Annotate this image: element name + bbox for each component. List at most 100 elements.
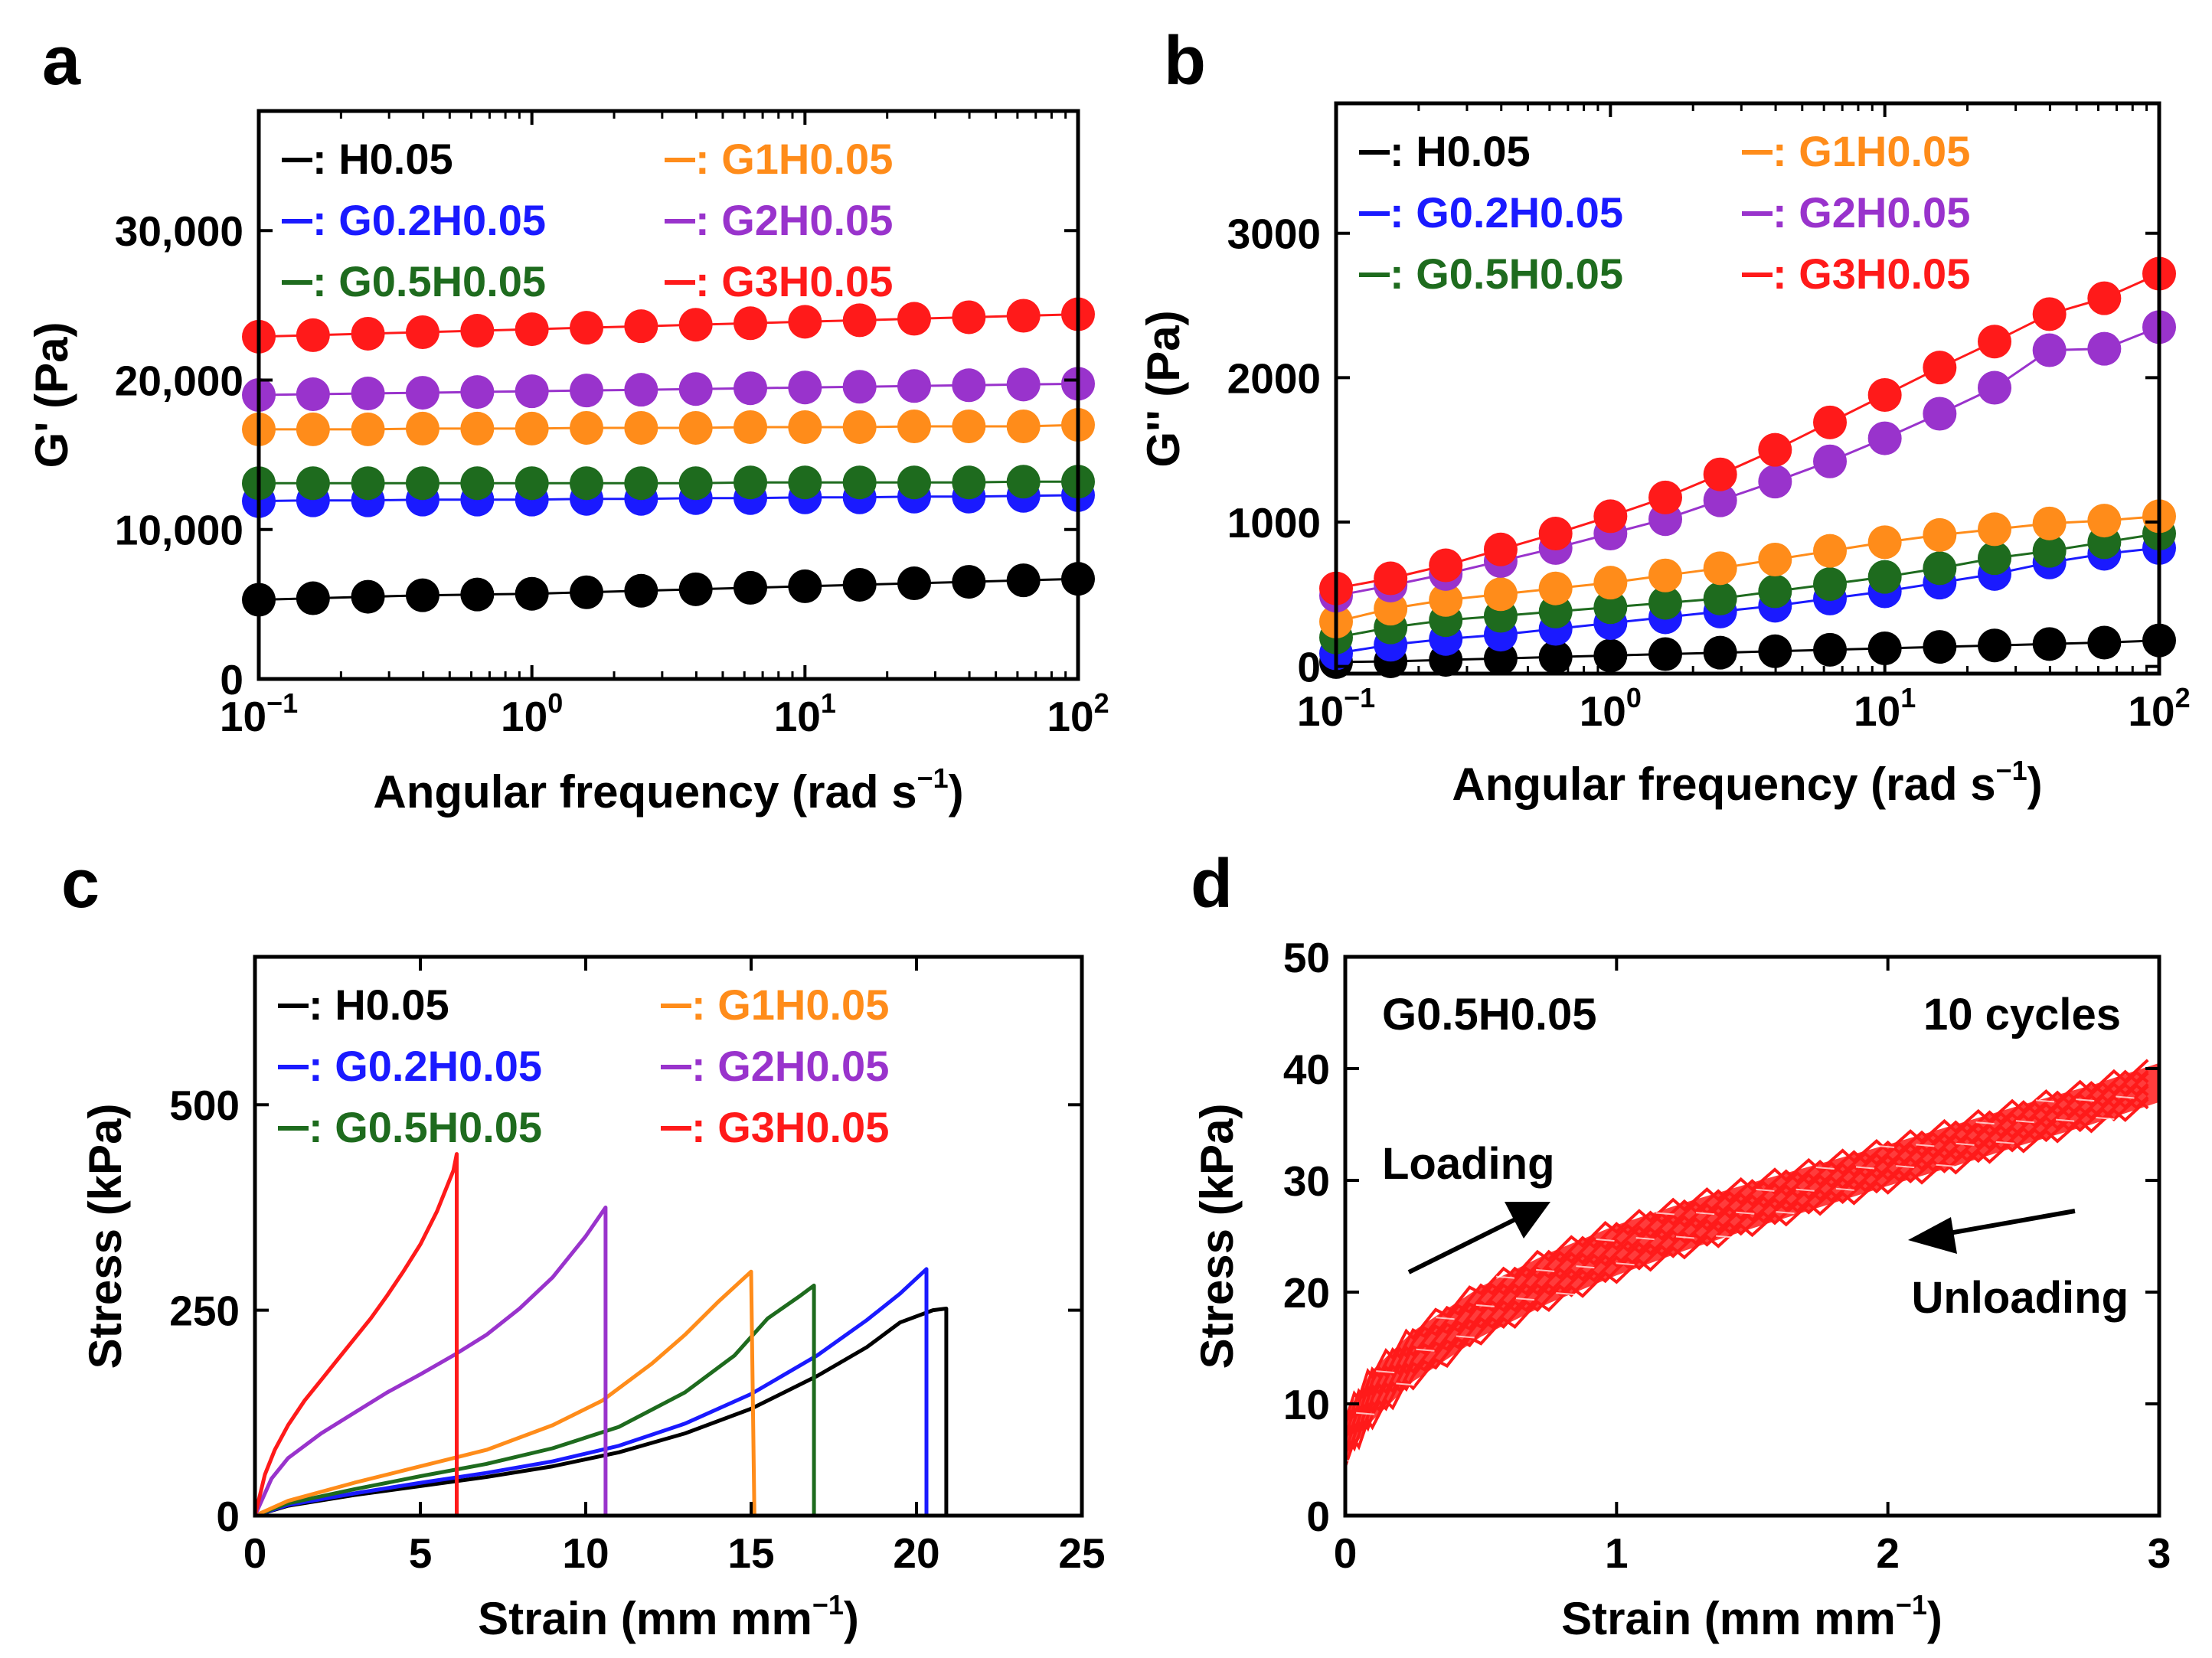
data-point-G0.5H0.05 (460, 466, 495, 501)
data-point-G2H0.05 (842, 370, 877, 404)
data-point-H0.05 (788, 569, 822, 603)
data-point-G2H0.05 (460, 375, 495, 410)
x-tick-label: 0 (1334, 1529, 1358, 1577)
data-point-G1H0.05 (515, 411, 549, 446)
panel-d-ylabel: Stress (kPa) (1191, 1104, 1243, 1369)
data-point-G3H0.05 (405, 315, 439, 349)
band-texture (1716, 1235, 1735, 1239)
data-point-H0.05 (515, 576, 549, 611)
data-point-G0.5H0.05 (1593, 590, 1628, 625)
data-point-G0.5H0.05 (1758, 574, 1792, 609)
x-tick-label: 1 (1605, 1529, 1629, 1577)
panel-a-marks (242, 297, 1095, 617)
band-texture (1736, 1211, 1755, 1215)
legend-label: : G0.2H0.05 (309, 1042, 542, 1090)
data-point-G1H0.05 (1374, 592, 1408, 626)
data-point-G1H0.05 (460, 411, 495, 446)
data-point-G2H0.05 (2087, 331, 2122, 366)
legend-label: : G0.5H0.05 (309, 1103, 542, 1151)
band-texture (1695, 1212, 1715, 1216)
band-texture (1356, 1412, 1375, 1415)
panel-a-xlabel: Angular frequency (rad s−1) (373, 762, 963, 818)
band-texture (2056, 1118, 2075, 1122)
data-point-G1H0.05 (1703, 551, 1737, 586)
data-point-G3H0.05 (952, 300, 986, 335)
y-tick-label: 3000 (1227, 211, 1321, 258)
series-line-G0.5H0.05 (254, 1283, 816, 1518)
x-tick-label: 102 (1047, 687, 1109, 740)
x-tick-label: 5 (409, 1529, 433, 1577)
x-tick-label: 2 (1876, 1529, 1900, 1577)
band-texture (1655, 1212, 1675, 1216)
data-point-G1H0.05 (2032, 506, 2067, 540)
data-point-H0.05 (570, 575, 604, 609)
band-texture (1515, 1297, 1535, 1301)
data-point-G2H0.05 (678, 372, 713, 406)
data-point-G2H0.05 (2032, 333, 2067, 367)
y-tick-label: 10,000 (115, 507, 243, 554)
data-point-G1H0.05 (1758, 543, 1792, 576)
data-point-G2H0.05 (515, 374, 549, 409)
x-tick-label: 101 (1854, 682, 1916, 735)
panel-b-frame (1334, 101, 2161, 676)
data-point-G0.5H0.05 (788, 465, 822, 500)
series-line-G0.2H0.05 (254, 1267, 929, 1518)
y-tick-label: 0 (216, 1493, 240, 1540)
panel-b-xlabel: Angular frequency (rad s−1) (1452, 755, 2042, 810)
x-tick-label-base: 10 (774, 693, 821, 740)
data-point-G2H0.05 (296, 377, 330, 412)
series-line-G3H0.05 (1335, 273, 2160, 590)
legend-label: : G2H0.05 (691, 1042, 889, 1090)
data-point-G2H0.05 (1006, 367, 1041, 402)
data-point-G1H0.05 (897, 410, 932, 444)
band-texture (1835, 1187, 1854, 1191)
data-point-H0.05 (1978, 628, 2012, 663)
data-point-G3H0.05 (678, 308, 713, 342)
band-texture (1475, 1304, 1495, 1307)
legend-label: : G3H0.05 (691, 1103, 889, 1151)
band-texture (1616, 1262, 1635, 1266)
data-point-G3H0.05 (734, 306, 768, 341)
data-point-H0.05 (734, 570, 768, 605)
panel-b-ylabel: G'' (Pa) (1138, 310, 1189, 467)
data-point-G3H0.05 (1703, 457, 1737, 491)
band-texture (1756, 1188, 1775, 1192)
x-tick-label: 101 (774, 687, 836, 740)
data-point-G0.5H0.05 (678, 466, 713, 501)
cycle-curve (1344, 1070, 2149, 1426)
panel-c-marks (253, 1152, 949, 1518)
data-point-G0.5H0.05 (897, 465, 932, 500)
band-texture (1815, 1167, 1835, 1170)
data-point-G2H0.05 (351, 377, 385, 411)
panel-b-marks (1319, 256, 2176, 679)
x-tick-label: 20 (893, 1529, 939, 1577)
panel-d-xlabel: Strain (mm mm−1) (1561, 1589, 1942, 1644)
data-point-G3H0.05 (1648, 480, 1683, 514)
data-point-G3H0.05 (515, 312, 549, 347)
band-texture (1956, 1142, 1975, 1146)
legend-label: : G0.5H0.05 (1390, 250, 1623, 298)
data-point-G0.5H0.05 (351, 466, 385, 501)
series-line-G2H0.05 (258, 382, 1079, 397)
y-tick-label: 10 (1283, 1381, 1330, 1428)
data-point-G3H0.05 (296, 318, 330, 352)
panel-letter-c: c (61, 846, 100, 922)
data-point-G1H0.05 (1593, 566, 1628, 600)
band-texture (1975, 1121, 1995, 1125)
y-tick-label: 30,000 (115, 207, 243, 255)
data-point-G2H0.05 (1703, 483, 1737, 517)
panel-d-marks (1335, 1059, 2159, 1467)
data-point-G1H0.05 (1923, 517, 1957, 552)
data-point-G0.5H0.05 (1813, 567, 1848, 602)
data-point-G2H0.05 (405, 376, 439, 410)
x-tick-label-exp: −1 (1344, 682, 1375, 713)
data-point-G1H0.05 (788, 410, 822, 444)
data-point-G3H0.05 (897, 302, 932, 336)
data-point-G0.5H0.05 (1703, 581, 1737, 615)
x-tick-label: 100 (1580, 682, 1642, 735)
data-point-H0.05 (405, 578, 439, 612)
series-line-G3H0.05 (258, 313, 1079, 338)
data-point-G1H0.05 (570, 410, 604, 445)
